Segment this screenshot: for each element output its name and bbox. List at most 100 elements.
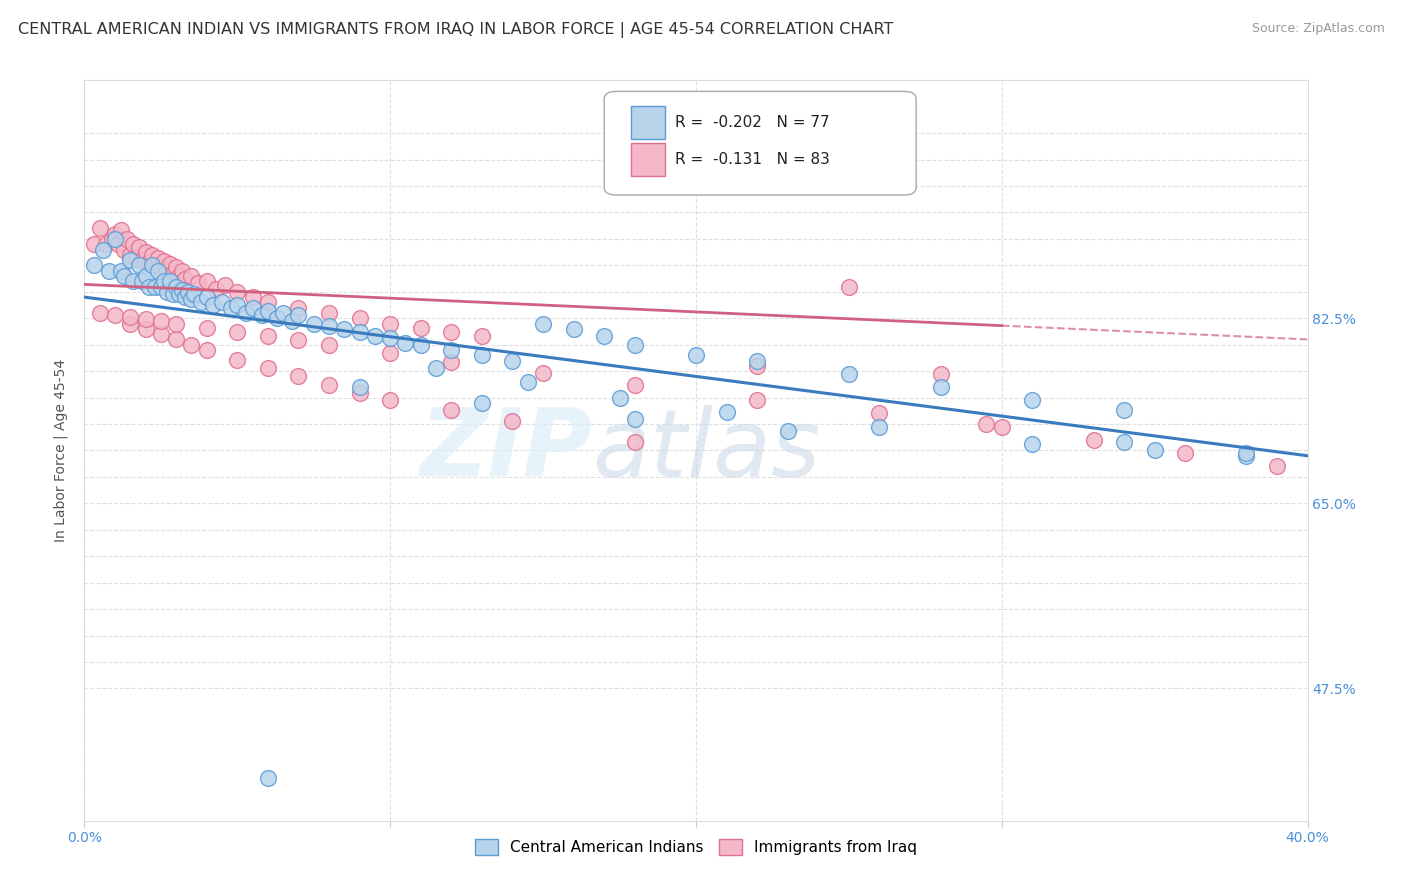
Legend: Central American Indians, Immigrants from Iraq: Central American Indians, Immigrants fro… — [468, 833, 924, 861]
Point — [180, 337, 202, 351]
Point — [287, 308, 309, 322]
Point — [128, 240, 150, 254]
Point — [380, 346, 402, 360]
Point — [380, 331, 402, 345]
Point — [159, 274, 181, 288]
Point — [624, 411, 647, 425]
Point — [929, 368, 952, 382]
Point — [165, 260, 187, 275]
Point — [440, 354, 463, 368]
Point — [104, 308, 127, 322]
Point — [440, 325, 463, 339]
Point — [1114, 403, 1136, 417]
Point — [110, 223, 132, 237]
Point — [146, 263, 169, 277]
Point — [242, 290, 264, 304]
Point — [929, 380, 952, 394]
Point — [190, 295, 212, 310]
Point — [101, 232, 124, 246]
Point — [425, 361, 447, 376]
Point — [250, 308, 273, 322]
Point — [120, 317, 142, 331]
Point — [195, 343, 218, 357]
Point — [776, 425, 799, 439]
Point — [107, 237, 129, 252]
Point — [235, 306, 257, 320]
Point — [257, 772, 280, 786]
Text: ZIP: ZIP — [419, 404, 592, 497]
Point — [219, 301, 242, 315]
Point — [747, 359, 769, 373]
Point — [226, 352, 249, 367]
Point — [135, 268, 157, 283]
Point — [211, 295, 233, 310]
Point — [516, 375, 538, 389]
Point — [1021, 437, 1043, 451]
Point — [167, 287, 190, 301]
Point — [143, 279, 166, 293]
Point — [1174, 445, 1197, 459]
Text: R =  -0.131   N = 83: R = -0.131 N = 83 — [675, 152, 830, 167]
Point — [172, 283, 194, 297]
Point — [1083, 433, 1105, 447]
Point — [141, 248, 163, 262]
Point — [869, 420, 891, 434]
Point — [120, 310, 142, 325]
Point — [287, 369, 309, 384]
Point — [440, 343, 463, 357]
FancyBboxPatch shape — [631, 106, 665, 139]
Point — [122, 274, 145, 288]
Point — [531, 317, 554, 331]
Text: atlas: atlas — [592, 405, 820, 496]
Text: Source: ZipAtlas.com: Source: ZipAtlas.com — [1251, 22, 1385, 36]
Point — [91, 243, 114, 257]
Point — [624, 435, 647, 450]
Point — [838, 279, 860, 293]
Text: CENTRAL AMERICAN INDIAN VS IMMIGRANTS FROM IRAQ IN LABOR FORCE | AGE 45-54 CORRE: CENTRAL AMERICAN INDIAN VS IMMIGRANTS FR… — [18, 22, 894, 38]
Point — [149, 327, 172, 342]
Point — [333, 322, 356, 336]
Point — [104, 232, 127, 246]
Point — [89, 221, 111, 235]
Point — [159, 257, 181, 271]
Point — [205, 282, 228, 296]
Point — [1143, 443, 1166, 458]
Point — [172, 263, 194, 277]
Point — [122, 237, 145, 252]
Point — [120, 248, 142, 262]
Point — [131, 274, 153, 288]
Text: R =  -0.202   N = 77: R = -0.202 N = 77 — [675, 115, 830, 130]
Point — [716, 405, 738, 419]
Point — [165, 279, 187, 293]
Point — [471, 348, 494, 362]
Point — [226, 297, 249, 311]
Point — [287, 301, 309, 315]
Point — [83, 237, 105, 252]
Point — [115, 232, 138, 246]
Point — [976, 417, 998, 431]
Point — [409, 320, 432, 334]
Point — [242, 301, 264, 315]
Point — [257, 361, 280, 376]
Point — [257, 329, 280, 343]
Point — [143, 258, 166, 272]
Point — [149, 261, 172, 276]
Point — [186, 277, 208, 291]
Point — [183, 287, 205, 301]
Point — [112, 243, 135, 257]
Point — [364, 329, 387, 343]
Point — [869, 407, 891, 421]
Point — [83, 258, 105, 272]
Point — [149, 279, 172, 293]
Y-axis label: In Labor Force | Age 45-54: In Labor Force | Age 45-54 — [53, 359, 69, 542]
Point — [349, 325, 371, 339]
Point — [609, 391, 631, 405]
Point — [125, 251, 148, 265]
Point — [174, 272, 197, 286]
Point — [838, 368, 860, 382]
Point — [302, 317, 325, 331]
Point — [471, 329, 494, 343]
Point — [162, 287, 184, 301]
Point — [747, 392, 769, 407]
Point — [149, 314, 172, 328]
